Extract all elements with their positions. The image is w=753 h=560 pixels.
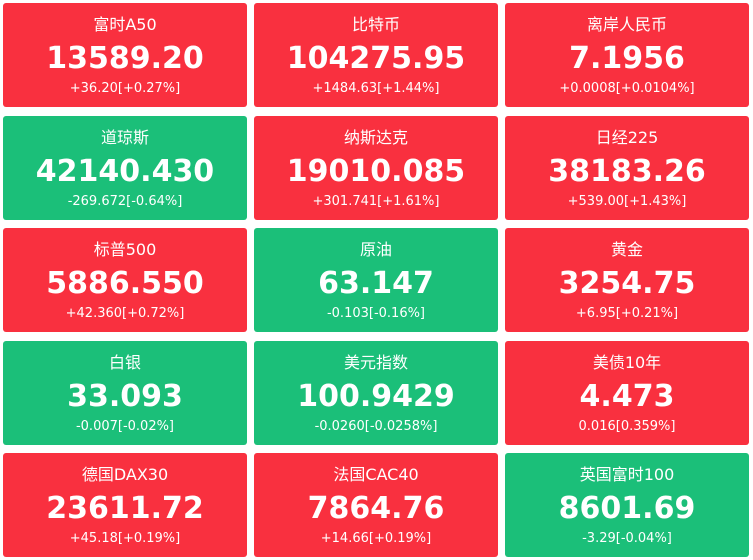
quote-tile[interactable]: 法国CAC40 7864.76 +14.66[+0.19%]: [254, 453, 498, 557]
quote-price: 5886.550: [46, 266, 204, 301]
quote-name: 英国富时100: [579, 465, 675, 484]
quote-name: 道琼斯: [100, 127, 149, 147]
quote-change: +301.741[+1.61%]: [312, 193, 440, 209]
quote-change: +1484.63[+1.44%]: [312, 81, 440, 96]
quote-name: 白银: [108, 352, 141, 372]
quote-tile[interactable]: 黄金 3254.75 +6.95[+0.21%]: [505, 228, 749, 332]
quote-tile[interactable]: 纳斯达克 19010.085 +301.741[+1.61%]: [254, 115, 498, 220]
quote-name: 德国DAX30: [81, 465, 169, 484]
quote-name: 美元指数: [343, 352, 408, 372]
quote-name: 美债10年: [592, 352, 662, 372]
quote-price: 100.9429: [297, 378, 455, 414]
quote-name: 富时A50: [93, 15, 157, 34]
quote-tile[interactable]: 英国富时100 8601.69 -3.29[-0.04%]: [505, 453, 749, 557]
quote-name: 日经225: [595, 127, 659, 147]
quote-change: 0.016[0.359%]: [578, 418, 676, 434]
quote-name: 纳斯达克: [343, 127, 408, 147]
quote-change: -269.672[-0.64%]: [67, 193, 183, 209]
quote-price: 23611.72: [46, 491, 204, 526]
quote-tile[interactable]: 日经225 38183.26 +539.00[+1.43%]: [505, 115, 749, 220]
quote-name: 离岸人民币: [586, 15, 667, 34]
quote-price: 3254.75: [558, 266, 696, 301]
quote-tile[interactable]: 原油 63.147 -0.103[-0.16%]: [254, 228, 498, 332]
quote-tile[interactable]: 德国DAX30 23611.72 +45.18[+0.19%]: [3, 453, 247, 557]
quote-tile[interactable]: 比特币 104275.95 +1484.63[+1.44%]: [254, 3, 498, 107]
quote-change: +14.66[+0.19%]: [320, 531, 432, 546]
quote-tile[interactable]: 离岸人民币 7.1956 +0.0008[+0.0104%]: [505, 3, 749, 107]
quote-tile[interactable]: 美债10年 4.473 0.016[0.359%]: [505, 340, 749, 445]
quote-price: 33.093: [67, 378, 183, 414]
quote-change: +0.0008[+0.0104%]: [559, 81, 695, 96]
quote-tile[interactable]: 富时A50 13589.20 +36.20[+0.27%]: [3, 3, 247, 107]
quote-name: 比特币: [351, 15, 400, 34]
quote-price: 38183.26: [548, 153, 706, 189]
quote-price: 7864.76: [307, 491, 445, 526]
quote-change: -0.103[-0.16%]: [326, 306, 426, 321]
quote-name: 标普500: [93, 240, 157, 259]
quote-tile[interactable]: 美元指数 100.9429 -0.0260[-0.0258%]: [254, 340, 498, 445]
quote-name: 法国CAC40: [333, 465, 419, 484]
quote-change: -3.29[-0.04%]: [582, 531, 672, 546]
quote-tile[interactable]: 道琼斯 42140.430 -269.672[-0.64%]: [3, 115, 247, 220]
quote-change: +6.95[+0.21%]: [575, 306, 679, 321]
quote-price: 8601.69: [558, 491, 696, 526]
quote-change: +36.20[+0.27%]: [69, 81, 181, 96]
quote-change: +539.00[+1.43%]: [567, 193, 687, 209]
quote-change: +45.18[+0.19%]: [69, 531, 181, 546]
quote-price: 104275.95: [286, 41, 466, 76]
quote-name: 黄金: [610, 240, 643, 259]
quote-price: 63.147: [318, 266, 434, 301]
quote-change: -0.007[-0.02%]: [75, 418, 175, 434]
quote-tile[interactable]: 白银 33.093 -0.007[-0.02%]: [3, 340, 247, 445]
quote-change: -0.0260[-0.0258%]: [314, 418, 438, 434]
quote-price: 42140.430: [35, 153, 215, 189]
quote-name: 原油: [359, 240, 392, 259]
quote-price: 13589.20: [46, 41, 204, 76]
quote-price: 4.473: [579, 378, 675, 414]
quote-price: 7.1956: [569, 41, 685, 76]
quote-change: +42.360[+0.72%]: [65, 306, 185, 321]
quote-tile[interactable]: 标普500 5886.550 +42.360[+0.72%]: [3, 228, 247, 332]
quote-price: 19010.085: [286, 153, 466, 189]
